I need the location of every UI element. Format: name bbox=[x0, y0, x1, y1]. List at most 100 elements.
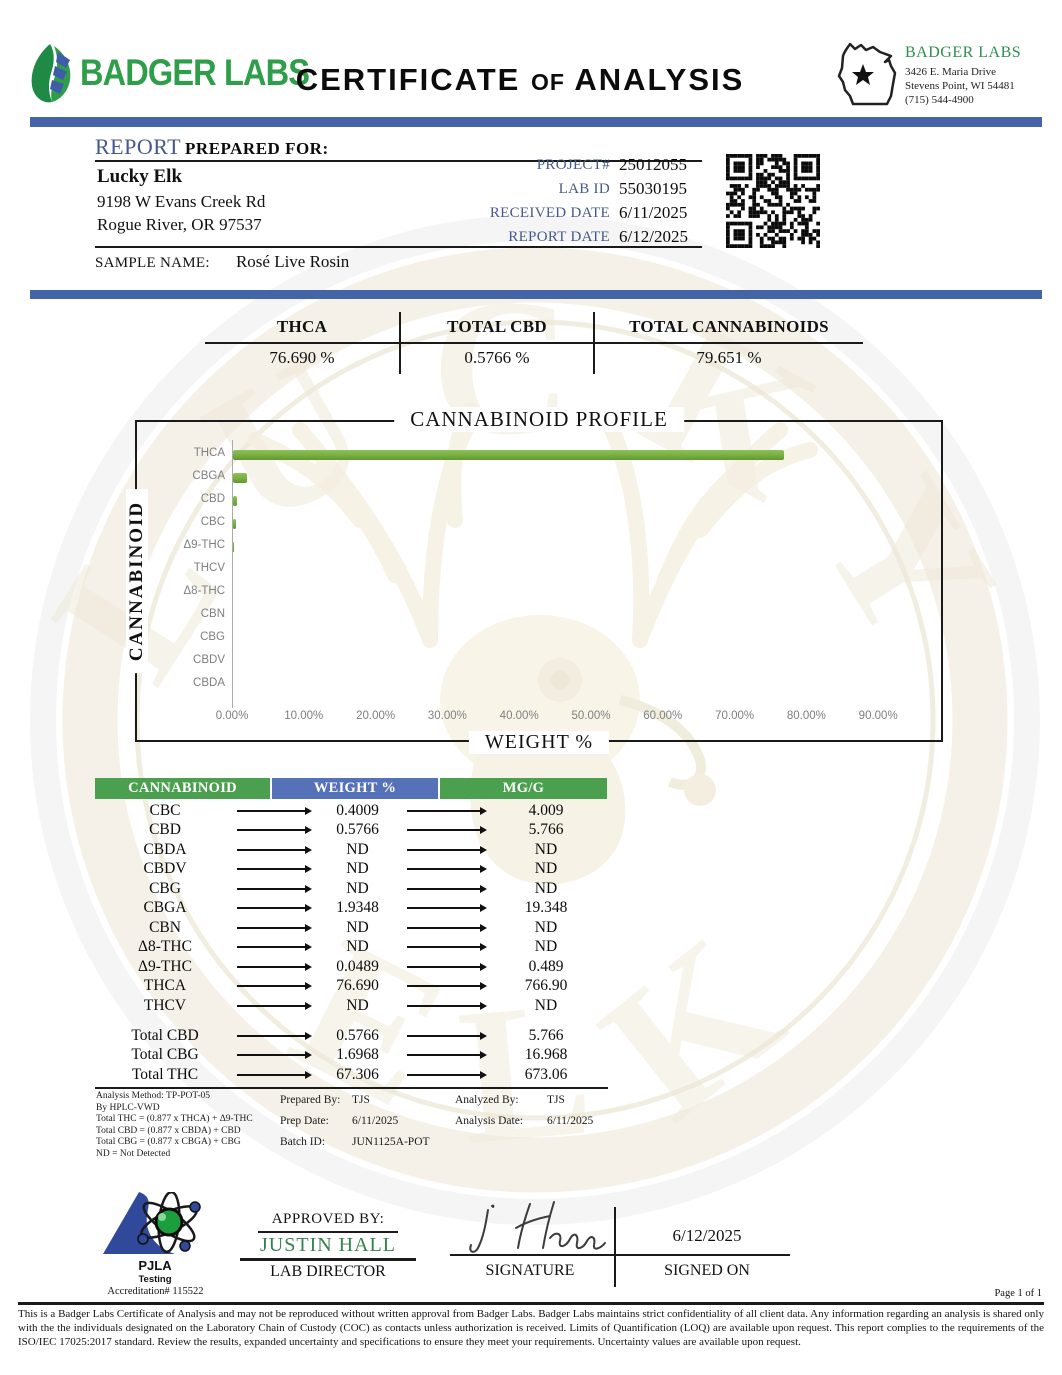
chart-x-tick: 0.00% bbox=[215, 710, 249, 722]
footnote-row: Analysis Date: 6/11/2025 bbox=[455, 1115, 593, 1136]
sample-name-label: SAMPLE NAME: bbox=[95, 255, 210, 271]
rule bbox=[95, 246, 702, 248]
method-note-line: By HPLC-VWD bbox=[96, 1102, 160, 1113]
cannabinoid-name: CBN bbox=[149, 918, 181, 936]
prepared-by-block: Prepared By: TJS Prep Date: 6/11/2025 Batch … bbox=[280, 1094, 430, 1157]
sample-name-row: SAMPLE NAME: Rosé Live Rosin bbox=[95, 252, 349, 272]
chart-x-tick: 40.00% bbox=[499, 710, 539, 722]
rule bbox=[95, 160, 702, 162]
weight-percent-value: ND bbox=[346, 860, 369, 878]
chart-category-label: CBC bbox=[200, 516, 225, 528]
table-row: CBDV ND ND bbox=[95, 860, 607, 880]
table-row: Δ8-THC ND ND bbox=[95, 938, 607, 958]
table-row: THCA 76.690 766.90 bbox=[95, 977, 607, 997]
mg-per-g-value: 4.009 bbox=[528, 801, 564, 819]
meta-label: RECEIVED DATE bbox=[489, 204, 610, 221]
table-row: CBN ND ND bbox=[95, 918, 607, 938]
table-row: Total CBG 1.6968 16.968 bbox=[95, 1046, 607, 1066]
rule bbox=[258, 1231, 398, 1233]
accreditation-number: Accreditation# 115522 bbox=[107, 1286, 204, 1297]
summary-value: 0.5766 % bbox=[464, 348, 530, 367]
mg-per-g-value: ND bbox=[534, 938, 558, 956]
cannabinoid-table-header: CANNABINOID WEIGHT % MG/G bbox=[95, 778, 607, 799]
mg-per-g-value: 5.766 bbox=[528, 821, 564, 839]
arrow-icon bbox=[407, 885, 487, 892]
approver-title: LAB DIRECTOR bbox=[270, 1263, 386, 1280]
weight-percent-value: 1.6968 bbox=[336, 1046, 379, 1064]
table-row: Total CBD 0.5766 5.766 bbox=[95, 1026, 607, 1046]
arrow-icon bbox=[407, 807, 487, 814]
page-title: CERTIFICATE OF ANALYSIS bbox=[295, 62, 745, 97]
qr-code bbox=[726, 154, 820, 248]
lab-address-line2: Stevens Point, WI 54481 bbox=[905, 80, 1015, 92]
chart-category-label: CBD bbox=[200, 493, 225, 505]
lab-address-line1: 3426 E. Maria Drive bbox=[905, 66, 997, 78]
footnote-row: Prep Date: 6/11/2025 bbox=[280, 1115, 430, 1136]
chart-category-label: THCA bbox=[193, 447, 225, 459]
analysis-method-notes: Analysis Method: TP-POT-05 By HPLC-VWD Tot… bbox=[96, 1091, 276, 1161]
chart-x-tick: 10.00% bbox=[284, 710, 324, 722]
table-row: Total THC 67.306 673.06 bbox=[95, 1065, 607, 1085]
signed-on-label: SIGNED ON bbox=[664, 1262, 750, 1279]
chart-category-label: CBN bbox=[200, 608, 225, 620]
method-note-line: Total CBD = (0.877 x CBDA) + CBD bbox=[96, 1125, 241, 1136]
mg-per-g-value: ND bbox=[534, 860, 558, 878]
mg-per-g-value: 673.06 bbox=[524, 1065, 568, 1083]
table-header-cannabinoid: CANNABINOID bbox=[95, 778, 270, 799]
chart-x-tick: 30.00% bbox=[427, 710, 467, 722]
arrow-icon bbox=[407, 924, 487, 931]
divider bbox=[614, 1207, 616, 1287]
divider-bar-middle bbox=[30, 290, 1042, 299]
arrow-icon bbox=[407, 1051, 487, 1059]
approver-name: JUSTIN HALL bbox=[260, 1234, 396, 1256]
arrow-icon bbox=[237, 982, 312, 990]
footnote-row: Prepared By: TJS bbox=[280, 1094, 430, 1115]
mg-per-g-value: ND bbox=[534, 840, 558, 858]
chart-category-label: CBDA bbox=[193, 677, 225, 689]
mg-per-g-value: ND bbox=[534, 918, 558, 936]
footnote-label: Analyzed By: bbox=[455, 1094, 519, 1106]
weight-percent-value: ND bbox=[346, 840, 369, 858]
cannabinoid-name: Δ8-THC bbox=[138, 938, 192, 956]
footnote-label: Analysis Date: bbox=[455, 1115, 524, 1127]
meta-label: LAB ID bbox=[558, 180, 610, 197]
meta-label: REPORT DATE bbox=[508, 228, 610, 245]
arrow-icon bbox=[237, 1002, 312, 1009]
analyzed-by-block: Analyzed By: TJS Analysis Date: 6/11/2025 bbox=[455, 1094, 593, 1136]
table-header-weight-: WEIGHT % bbox=[272, 778, 438, 799]
arrow-icon bbox=[237, 826, 312, 834]
weight-percent-value: ND bbox=[346, 996, 369, 1014]
rule bbox=[95, 1087, 608, 1089]
arrow-icon bbox=[407, 943, 487, 951]
method-note-line: Total CBG = (0.877 x CBGA) + CBG bbox=[96, 1137, 241, 1148]
arrow-icon bbox=[407, 846, 487, 853]
arrow-icon bbox=[407, 963, 487, 970]
footnote-value: 6/11/2025 bbox=[547, 1115, 594, 1127]
footnote-value: TJS bbox=[352, 1094, 370, 1106]
chart-x-axis-label: WEIGHT % bbox=[468, 731, 610, 754]
chart-category-label: Δ8-THC bbox=[183, 585, 225, 597]
table-row: CBC 0.4009 4.009 bbox=[95, 801, 607, 821]
cannabinoid-table-totals: Total CBD 0.5766 5.766 Total CBG 1.6968 16.96… bbox=[95, 1026, 607, 1085]
signature-rule bbox=[450, 1254, 790, 1256]
mg-per-g-value: 766.90 bbox=[524, 977, 568, 995]
client-address-line1: 9198 W Evans Creek Rd bbox=[97, 192, 266, 211]
arrow-icon bbox=[237, 924, 312, 931]
footnote-row: Analyzed By: TJS bbox=[455, 1094, 593, 1115]
report-meta-row: LAB ID 55030195 bbox=[330, 177, 700, 201]
cannabinoid-name: CBDA bbox=[143, 840, 187, 858]
mg-per-g-value: 16.968 bbox=[524, 1046, 568, 1064]
mg-per-g-value: ND bbox=[534, 996, 558, 1014]
weight-percent-value: 67.306 bbox=[336, 1065, 379, 1083]
signed-date: 6/12/2025 bbox=[672, 1226, 742, 1245]
arrow-icon bbox=[237, 943, 312, 951]
footer-rule bbox=[18, 1302, 1044, 1305]
arrow-icon bbox=[407, 865, 487, 873]
cannabinoid-name: THCA bbox=[143, 977, 187, 995]
arrow-icon bbox=[407, 1032, 487, 1039]
meta-value: 6/12/2025 bbox=[619, 227, 688, 246]
chart-x-tick: 20.00% bbox=[356, 710, 396, 722]
arrow-icon bbox=[237, 904, 312, 912]
approved-by-label: APPROVED BY: bbox=[271, 1211, 385, 1227]
